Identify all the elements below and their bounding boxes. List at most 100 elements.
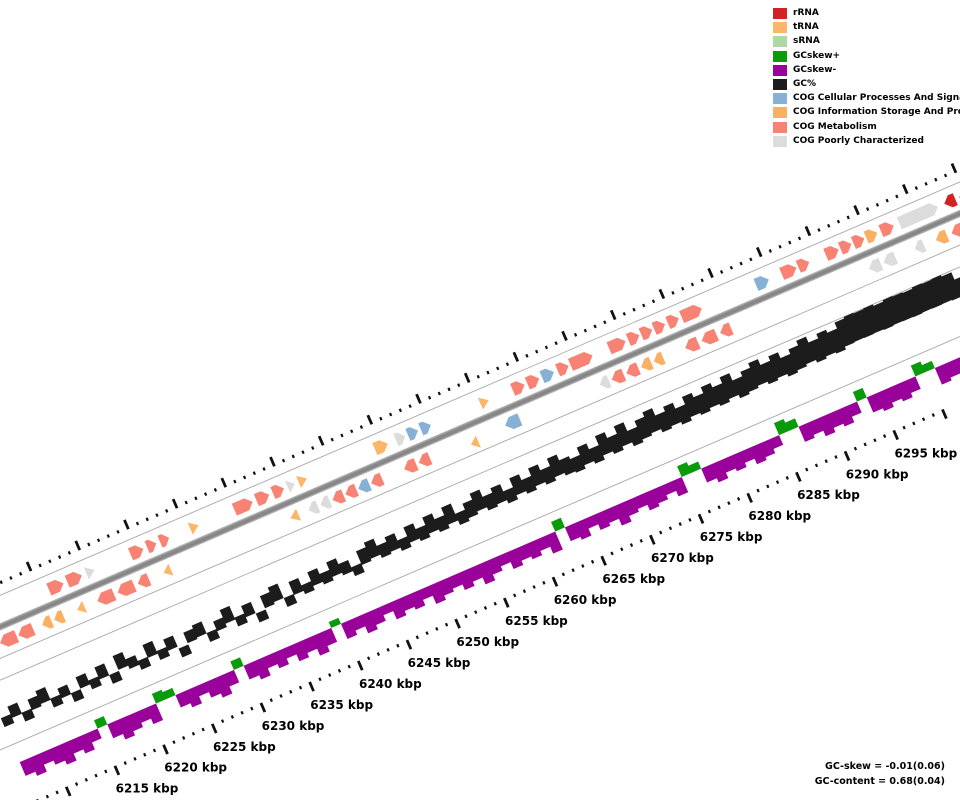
legend-item-label: GC%: [793, 78, 817, 89]
inner-minor-tick: [84, 777, 88, 782]
inner-major-tick: [746, 492, 753, 504]
inner-minor-tick: [201, 727, 205, 732]
gene-arrow-trna: [163, 563, 174, 576]
inner-minor-tick: [571, 568, 575, 573]
outer-minor-tick: [301, 450, 305, 455]
inner-minor-tick: [882, 434, 887, 438]
outer-minor-tick: [67, 550, 71, 555]
outer-minor-tick: [87, 542, 91, 547]
ruler-label: 6220 kbp: [164, 761, 227, 775]
inner-minor-tick: [921, 417, 926, 422]
inner-minor-tick: [805, 467, 809, 472]
outer-minor-tick: [291, 454, 295, 459]
inner-minor-tick: [474, 610, 478, 615]
ruler-label: 6235 kbp: [310, 698, 373, 712]
inner-minor-tick: [863, 442, 867, 447]
outer-minor-tick: [836, 219, 841, 224]
outer-major-tick: [804, 225, 812, 237]
outer-minor-tick: [739, 261, 743, 266]
outer-minor-tick: [408, 404, 412, 409]
inner-minor-tick: [337, 668, 342, 673]
inner-major-tick: [843, 450, 851, 462]
outer-minor-tick: [388, 412, 393, 417]
inner-major-tick: [113, 765, 121, 776]
legend-item-label: COG Metabolism: [793, 121, 877, 132]
legend-swatch-icon: [773, 107, 787, 119]
inner-minor-tick: [74, 782, 79, 786]
outer-minor-tick: [194, 496, 198, 501]
inner-major-tick: [162, 744, 169, 755]
outer-major-tick: [220, 477, 228, 488]
outer-major-tick: [25, 561, 33, 572]
inner-major-tick: [795, 471, 802, 483]
inner-minor-tick: [152, 748, 157, 753]
gene-arrow-trna: [470, 435, 481, 448]
outer-minor-tick: [398, 408, 402, 413]
outer-minor-tick: [817, 228, 821, 232]
outer-minor-tick: [48, 559, 52, 564]
track-boundary-line: [0, 109, 960, 637]
gc-skew-track: [19, 321, 960, 776]
gene-arrow-cog_metabolism: [371, 472, 385, 487]
outer-major-tick: [317, 435, 325, 446]
outer-major-tick: [901, 183, 909, 195]
legend-item-rrna: rRNA: [773, 8, 960, 19]
legend-item-label: sRNA: [793, 36, 820, 47]
gene-arrow-cog_metabolism: [567, 352, 593, 371]
outer-minor-tick: [437, 391, 441, 396]
gene-arrow-cog_metabolism: [779, 264, 797, 280]
legend-swatch-icon: [773, 22, 787, 34]
outer-major-tick: [123, 519, 130, 530]
ruler-label: 6275 kbp: [700, 530, 763, 544]
inner-minor-tick: [522, 589, 527, 594]
outer-minor-tick: [690, 282, 695, 287]
gene-arrow-cog_metabolism: [144, 539, 157, 554]
legend-swatch-icon: [773, 121, 787, 133]
outer-minor-tick: [632, 307, 636, 312]
inner-minor-tick: [55, 790, 59, 795]
inner-minor-tick: [269, 698, 273, 703]
inner-minor-tick: [94, 773, 98, 778]
ruler-label: 6215 kbp: [116, 782, 179, 796]
inner-major-tick: [941, 408, 948, 420]
outer-minor-tick: [145, 517, 149, 522]
inner-major-tick: [356, 660, 364, 671]
inner-minor-tick: [220, 719, 225, 724]
outer-minor-tick: [749, 257, 753, 262]
outer-major-tick: [755, 246, 763, 258]
outer-major-tick: [171, 498, 179, 509]
inner-minor-tick: [931, 413, 935, 417]
gene-arrow-cog_metabolism: [878, 222, 894, 238]
outer-major-tick: [853, 204, 860, 216]
map-rotated-plane: 6215 kbp 6220 kbp 6225 kbp 6230 kbp 6235 kbp…: [0, 88, 960, 800]
outer-minor-tick: [700, 278, 704, 283]
gene-arrow-trna: [372, 440, 388, 456]
outer-minor-tick: [242, 475, 247, 480]
inner-minor-tick: [873, 438, 877, 443]
gene-arrow-cog_metabolism: [951, 221, 960, 237]
outer-minor-tick: [778, 244, 782, 249]
outer-minor-tick: [846, 215, 850, 220]
track-boundary-lines: [0, 109, 960, 767]
gc-content-area: [0, 246, 960, 728]
outer-minor-tick: [934, 177, 938, 182]
outer-minor-tick: [622, 311, 626, 316]
outer-ruler: [0, 163, 958, 585]
inner-major-tick: [892, 429, 899, 441]
legend-item-label: COG Cellular Processes And Signaling: [793, 93, 960, 104]
gene-arrow-cog_metabolism: [524, 374, 540, 390]
inner-minor-tick: [279, 694, 283, 698]
outer-minor-tick: [57, 555, 62, 559]
inner-minor-tick: [532, 585, 536, 589]
inner-minor-tick: [590, 559, 595, 564]
outer-minor-tick: [262, 467, 266, 471]
gene-arrow-cog_metabolism: [0, 630, 20, 647]
ruler-label: 6285 kbp: [797, 488, 860, 502]
outer-minor-tick: [671, 290, 675, 295]
ruler-labels: 6215 kbp 6220 kbp 6225 kbp 6230 kbp 6235 kbp…: [116, 446, 958, 796]
outer-minor-tick: [603, 320, 607, 325]
outer-minor-tick: [135, 521, 140, 526]
inner-minor-tick: [561, 572, 566, 577]
outer-major-tick: [658, 288, 666, 300]
gene-arrow-cog_metabolism: [958, 186, 960, 201]
